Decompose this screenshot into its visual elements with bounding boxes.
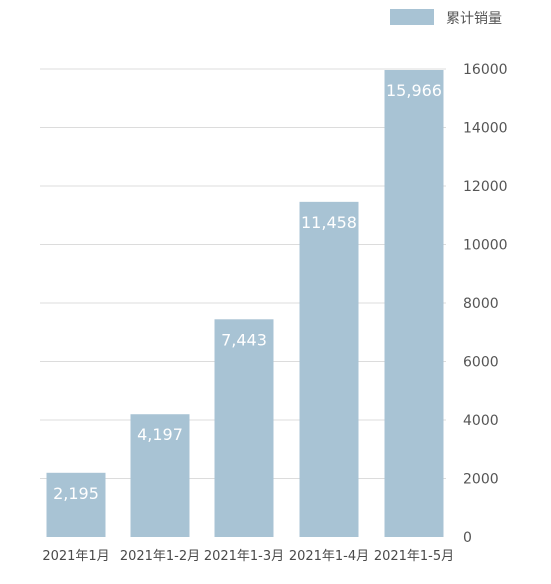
y-tick-label: 2000: [463, 472, 499, 488]
x-category-label: 2021年1-4月: [289, 549, 369, 564]
y-tick-label: 6000: [463, 355, 499, 371]
legend-label: 累计销量: [446, 11, 502, 27]
bar-value-label: 11,458: [301, 213, 357, 232]
y-tick-label: 12000: [463, 179, 508, 195]
y-tick-label: 10000: [463, 238, 508, 254]
bar-value-labels: 2,195 4,197 7,443 11,458 15,966: [53, 81, 442, 503]
x-category-label: 2021年1-3月: [204, 549, 284, 564]
y-tick-label: 16000: [463, 62, 508, 78]
y-tick-label: 4000: [463, 413, 499, 429]
bar-value-label: 15,966: [386, 81, 442, 100]
bar-value-label: 2,195: [53, 484, 99, 503]
y-tick-label: 8000: [463, 296, 499, 312]
x-category-label: 2021年1月: [42, 549, 109, 564]
y-tick-label: 0: [463, 530, 472, 546]
x-category-label: 2021年1-2月: [120, 549, 200, 564]
legend: 累计销量: [390, 9, 502, 27]
x-category-label: 2021年1-5月: [374, 549, 454, 564]
legend-swatch: [390, 9, 434, 25]
bar-value-label: 7,443: [221, 330, 267, 349]
y-axis-ticks: 0 2000 4000 6000 8000 10000 12000 14000 16000: [463, 62, 508, 546]
y-tick-label: 14000: [463, 121, 508, 137]
bar: [384, 69, 444, 537]
bar: [299, 201, 359, 537]
x-axis-categories: 2021年1月 2021年1-2月 2021年1-3月 2021年1-4月 2021年1…: [42, 549, 454, 564]
bar: [214, 319, 274, 537]
bars: [46, 69, 444, 537]
bar-value-label: 4,197: [137, 425, 183, 444]
bar: [130, 414, 190, 537]
bar: [46, 472, 106, 537]
